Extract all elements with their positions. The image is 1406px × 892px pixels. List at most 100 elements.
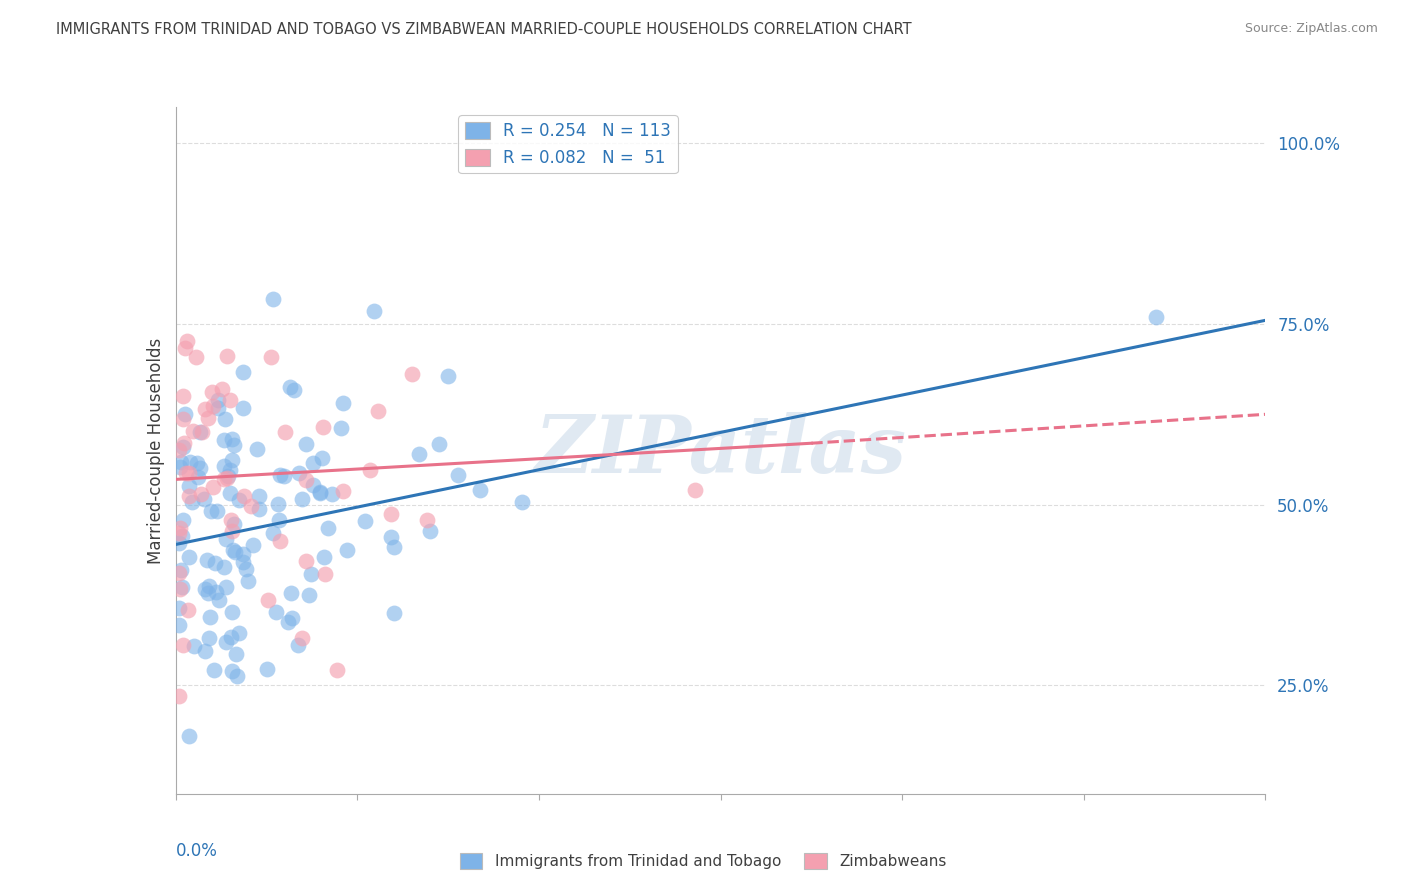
Point [287,466,309,480]
Legend: Immigrants from Trinidad and Tobago, Zimbabweans: Immigrants from Trinidad and Tobago, Zim… [453,847,953,875]
Point [1146,310,1168,324]
Point [302,477,325,491]
Point [169,459,191,474]
Point [200,385,222,400]
Point [169,582,191,597]
Point [204,556,226,570]
Point [214,635,236,649]
Point [181,425,204,439]
Point [330,421,353,435]
Point [212,560,235,574]
Point [195,553,218,567]
Point [205,584,228,599]
Point [314,567,336,582]
Point [247,489,270,503]
Point [309,485,332,500]
Point [221,605,243,619]
Point [173,407,195,421]
Point [232,555,254,569]
Point [172,529,194,543]
Point [174,466,197,480]
Point [336,542,359,557]
Point [232,365,254,379]
Point [198,579,221,593]
Point [214,433,236,447]
Point [416,513,439,527]
Point [408,447,430,461]
Point [172,389,194,403]
Point [169,521,191,535]
Point [239,499,262,513]
Point [274,425,297,439]
Point [188,425,211,440]
Point [447,468,470,483]
Point [224,545,246,559]
Point [169,566,191,580]
Point [382,606,405,620]
Point [683,483,706,497]
Point [437,368,460,383]
Point [207,401,229,416]
Point [177,479,200,493]
Point [172,440,194,454]
Point [312,550,335,565]
Point [169,689,191,703]
Point [181,495,204,509]
Point [510,495,533,509]
Point [200,504,222,518]
Point [427,437,450,451]
Point [219,513,242,527]
Point [312,419,335,434]
Point [367,404,389,418]
Point [218,392,240,407]
Point [380,508,402,522]
Point [235,561,257,575]
Point [194,582,217,597]
Point [256,662,278,676]
Point [193,491,215,506]
Point [301,456,323,470]
Point [190,425,212,439]
Text: IMMIGRANTS FROM TRINIDAD AND TOBAGO VS ZIMBABWEAN MARRIED-COUPLE HOUSEHOLDS CORR: IMMIGRANTS FROM TRINIDAD AND TOBAGO VS Z… [56,22,912,37]
Point [262,292,284,306]
Point [291,491,314,506]
Point [298,588,321,602]
Point [172,412,194,426]
Point [169,536,191,550]
Point [309,486,332,500]
Point [188,460,211,475]
Point [264,605,287,619]
Point [262,525,284,540]
Point [186,350,208,364]
Point [198,610,221,624]
Point [246,442,269,456]
Point [215,580,238,594]
Point [380,530,402,544]
Point [208,593,231,607]
Point [197,586,219,600]
Point [359,463,381,477]
Legend: R = 0.254   N = 113, R = 0.082   N =  51: R = 0.254 N = 113, R = 0.082 N = 51 [458,115,678,173]
Point [332,484,354,499]
Point [176,334,198,349]
Point [172,513,194,527]
Point [190,486,212,500]
Point [170,455,193,469]
Text: Source: ZipAtlas.com: Source: ZipAtlas.com [1244,22,1378,36]
Point [169,600,191,615]
Point [202,480,225,494]
Point [256,593,278,607]
Point [290,632,312,646]
Point [221,432,243,446]
Point [311,451,333,466]
Point [280,586,302,600]
Point [283,383,305,397]
Point [169,618,191,632]
Point [205,504,228,518]
Point [177,603,200,617]
Point [295,473,318,487]
Point [299,566,322,581]
Point [183,639,205,653]
Point [197,411,219,425]
Point [219,631,242,645]
